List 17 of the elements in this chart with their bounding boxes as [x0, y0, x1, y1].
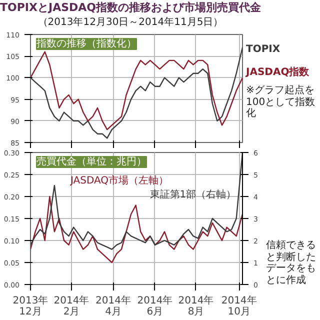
- x-tick-label: 2014年2月: [54, 294, 90, 318]
- text: 信頼できると判断したデータをもとに作成: [266, 240, 317, 286]
- chart-subtitle: （2013年12月30日～2014年11月5日）: [36, 16, 224, 29]
- x-tick-label: 2013年12月: [12, 294, 48, 318]
- x-tick-label: 2014年8月: [178, 294, 214, 318]
- text: ※グラフ起点を100として指数化: [246, 85, 316, 120]
- series-label: TOPIX: [246, 44, 282, 55]
- chart-title: TOPIXとJASDAQ指数の推移および市場別売買代金: [0, 0, 262, 15]
- text: JASDAQ市場（左軸）: [70, 174, 169, 186]
- chart-title: 売買代金（単位：兆円）: [36, 156, 146, 168]
- x-tick-label: 2014年4月: [96, 294, 131, 318]
- x-tick-label: 2014年10月: [221, 294, 257, 318]
- annotation: 指数の推移（指数化）: [36, 38, 136, 50]
- series-label: JASDAQ指数: [246, 66, 310, 79]
- x-tick-label: 2014年6月: [137, 294, 173, 318]
- series-label: 東証第1部（右軸）: [150, 188, 236, 200]
- line-series: [30, 152, 242, 250]
